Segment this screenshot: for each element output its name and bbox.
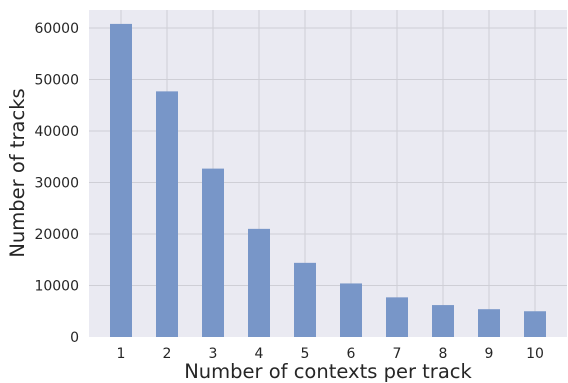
x-tick-label-2: 2 (163, 346, 172, 362)
y-tick-label-10000: 10000 (34, 279, 79, 295)
bar-3 (202, 168, 224, 337)
x-tick-label-1: 1 (117, 346, 126, 362)
bar-5 (294, 262, 316, 337)
bar-4 (248, 228, 270, 337)
y-tick-label-50000: 50000 (34, 73, 79, 89)
x-tick-label-8: 8 (439, 346, 448, 362)
bar-9 (478, 309, 500, 337)
x-tick-label-3: 3 (209, 346, 218, 362)
y-tick-label-60000: 60000 (34, 21, 79, 37)
y-tick-labels: 0 10000 20000 30000 40000 50000 60000 (34, 21, 79, 346)
y-tick-label-0: 0 (70, 330, 79, 346)
bar-8 (432, 305, 454, 337)
x-tick-label-10: 10 (526, 346, 544, 362)
x-tick-label-7: 7 (393, 346, 402, 362)
y-tick-label-30000: 30000 (34, 176, 79, 192)
y-axis-label: Number of tracks (6, 88, 29, 257)
x-tick-label-5: 5 (301, 346, 310, 362)
x-tick-label-6: 6 (347, 346, 356, 362)
bar-6 (340, 283, 362, 337)
y-tick-label-20000: 20000 (34, 227, 79, 243)
x-tick-label-4: 4 (255, 346, 264, 362)
y-tick-label-40000: 40000 (34, 124, 79, 140)
x-tick-labels: 1 2 3 4 5 6 7 8 9 10 (117, 346, 544, 362)
bar-7 (386, 297, 408, 337)
bars (110, 23, 546, 338)
bar-10 (524, 311, 546, 337)
bar-1 (110, 23, 132, 338)
x-tick-label-9: 9 (485, 346, 494, 362)
bar-2 (156, 91, 178, 338)
x-axis-label: Number of contexts per track (184, 360, 472, 383)
